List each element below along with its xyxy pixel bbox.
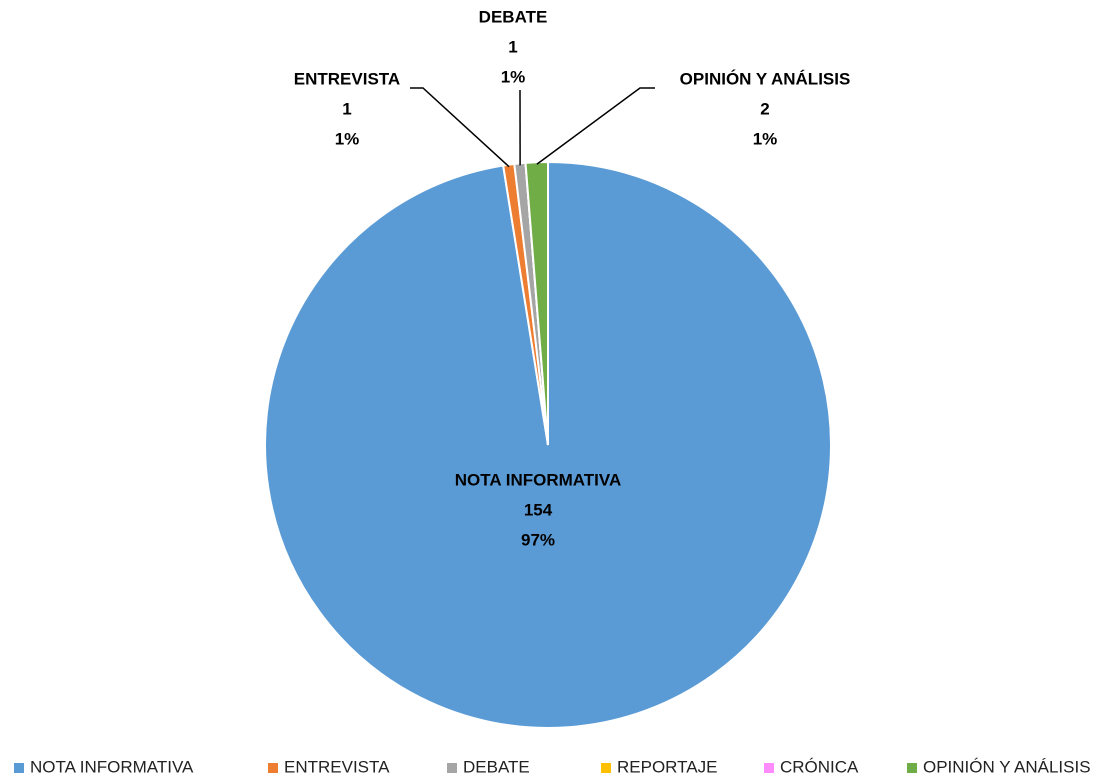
legend-label: ENTREVISTA bbox=[284, 757, 390, 776]
data-label-name: DEBATE bbox=[479, 7, 548, 26]
data-label-percent: 1% bbox=[753, 129, 778, 148]
legend-swatch bbox=[268, 763, 278, 773]
legend-label: REPORTAJE bbox=[617, 757, 717, 776]
legend-label: OPINIÓN Y ANÁLISIS bbox=[923, 757, 1091, 776]
data-label-value: 2 bbox=[760, 99, 769, 118]
pie-slice bbox=[524, 160, 549, 446]
legend-swatch bbox=[14, 763, 24, 773]
leader-line bbox=[410, 87, 510, 168]
data-label-percent: 1% bbox=[501, 67, 526, 86]
data-label-name: ENTREVISTA bbox=[294, 69, 400, 88]
data-label-percent: 1% bbox=[335, 129, 360, 148]
legend-swatch bbox=[907, 763, 917, 773]
data-label-value: 154 bbox=[524, 500, 553, 519]
data-label-name: OPINIÓN Y ANÁLISIS bbox=[680, 69, 851, 88]
data-label-value: 1 bbox=[508, 37, 517, 56]
legend-label: NOTA INFORMATIVA bbox=[30, 757, 194, 776]
leader-line bbox=[536, 87, 655, 165]
legend-label: DEBATE bbox=[463, 757, 530, 776]
data-label-percent: 97% bbox=[521, 530, 555, 549]
data-label-name: NOTA INFORMATIVA bbox=[455, 470, 622, 489]
legend-swatch bbox=[447, 763, 457, 773]
legend-swatch bbox=[601, 763, 611, 773]
legend-label: CRÓNICA bbox=[780, 757, 859, 776]
legend-swatch bbox=[764, 763, 774, 773]
data-label-value: 1 bbox=[342, 99, 351, 118]
